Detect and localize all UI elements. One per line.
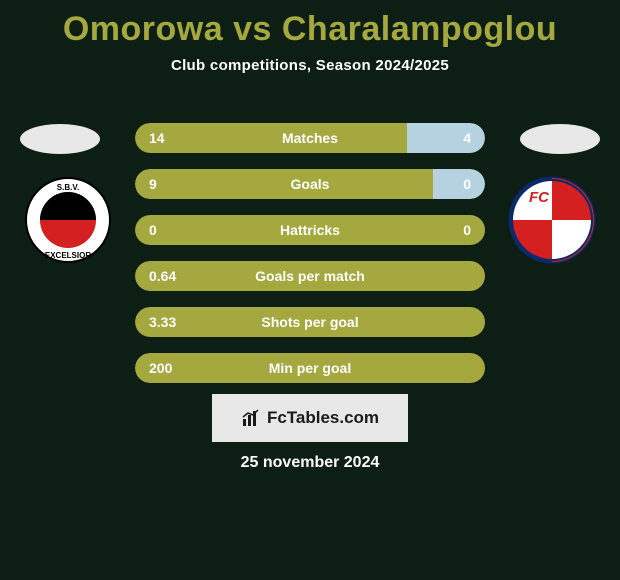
stat-bar: 90Goals <box>135 169 485 199</box>
bar-label: Matches <box>135 123 485 153</box>
bar-label: Shots per goal <box>135 307 485 337</box>
date: 25 november 2024 <box>0 454 620 472</box>
bar-label: Goals per match <box>135 261 485 291</box>
stat-bar: 0.64Goals per match <box>135 261 485 291</box>
utrecht-icon: FC <box>508 176 596 264</box>
stat-bar: 200Min per goal <box>135 353 485 383</box>
bar-label: Hattricks <box>135 215 485 245</box>
subtitle: Club competitions, Season 2024/2025 <box>0 57 620 74</box>
title: Omorowa vs Charalampoglou <box>0 0 620 49</box>
left-ellipse <box>20 124 100 154</box>
right-ellipse <box>520 124 600 154</box>
club-logo-right: FC <box>508 176 596 264</box>
excelsior-icon: S.B.V. EXCELSIOR <box>24 176 112 264</box>
svg-text:FC: FC <box>529 189 550 206</box>
bar-label: Goals <box>135 169 485 199</box>
brand-box: FcTables.com <box>212 394 408 442</box>
stat-bars: 144Matches 90Goals 00Hattricks 0.64Goals pe… <box>135 123 485 399</box>
stat-bar: 144Matches <box>135 123 485 153</box>
bar-label: Min per goal <box>135 353 485 383</box>
stat-bar: 00Hattricks <box>135 215 485 245</box>
brand-text: FcTables.com <box>267 408 379 428</box>
infographic-container: Omorowa vs Charalampoglou Club competiti… <box>0 0 620 580</box>
svg-text:S.B.V.: S.B.V. <box>57 183 79 192</box>
club-logo-left: S.B.V. EXCELSIOR <box>24 176 112 264</box>
svg-text:EXCELSIOR: EXCELSIOR <box>45 251 91 260</box>
chart-icon <box>241 407 263 429</box>
stat-bar: 3.33Shots per goal <box>135 307 485 337</box>
